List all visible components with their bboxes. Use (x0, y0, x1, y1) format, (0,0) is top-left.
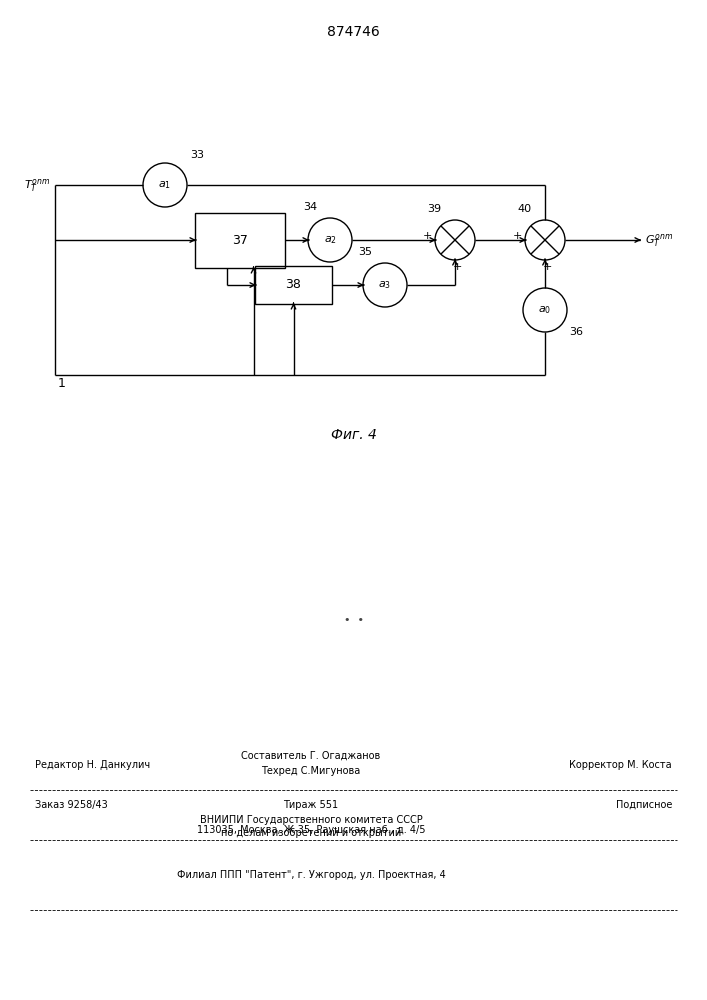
Text: 874746: 874746 (327, 25, 380, 39)
Text: 1: 1 (58, 377, 66, 390)
Text: $a_0$: $a_0$ (539, 304, 551, 316)
Text: $a_2$: $a_2$ (324, 234, 337, 246)
Text: Тираж 551: Тираж 551 (284, 800, 339, 810)
Text: Подписное: Подписное (616, 800, 672, 810)
Text: $a_3$: $a_3$ (378, 279, 392, 291)
Bar (255, 266, 332, 304)
Text: 38: 38 (286, 278, 301, 292)
Text: •  •: • • (344, 615, 363, 625)
Text: +: + (542, 262, 551, 272)
Text: 40: 40 (517, 204, 531, 214)
Text: 39: 39 (427, 204, 441, 214)
Text: Техред С.Мигунова: Техред С.Мигунова (262, 766, 361, 776)
Text: по делам изобретений и открытий: по делам изобретений и открытий (221, 828, 401, 838)
Text: Составитель Г. Огаджанов: Составитель Г. Огаджанов (242, 751, 380, 761)
Text: 33: 33 (190, 150, 204, 160)
Text: $G_T^{onm}$: $G_T^{onm}$ (645, 232, 673, 248)
Text: Фиг. 4: Фиг. 4 (331, 428, 376, 442)
Text: 113035, Москва, Ж-35, Раушская наб., д. 4/5: 113035, Москва, Ж-35, Раушская наб., д. … (197, 825, 426, 835)
Bar (195, 213, 285, 268)
Text: Редактор Н. Данкулич: Редактор Н. Данкулич (35, 760, 150, 770)
Text: 34: 34 (303, 202, 317, 212)
Text: +: + (513, 231, 522, 241)
Text: +: + (422, 231, 432, 241)
Text: ВНИИПИ Государственного комитета СССР: ВНИИПИ Государственного комитета СССР (199, 815, 423, 825)
Text: +: + (452, 262, 462, 272)
Text: Заказ 9258/43: Заказ 9258/43 (35, 800, 107, 810)
Text: $T_T^{onm}$: $T_T^{onm}$ (24, 176, 50, 194)
Text: 35: 35 (358, 247, 372, 257)
Text: 37: 37 (232, 234, 248, 247)
Text: $a_1$: $a_1$ (158, 179, 172, 191)
Text: 36: 36 (569, 327, 583, 337)
Text: Филиал ППП "Патент", г. Ужгород, ул. Проектная, 4: Филиал ППП "Патент", г. Ужгород, ул. Про… (177, 870, 445, 880)
Text: Корректор М. Коста: Корректор М. Коста (569, 760, 672, 770)
